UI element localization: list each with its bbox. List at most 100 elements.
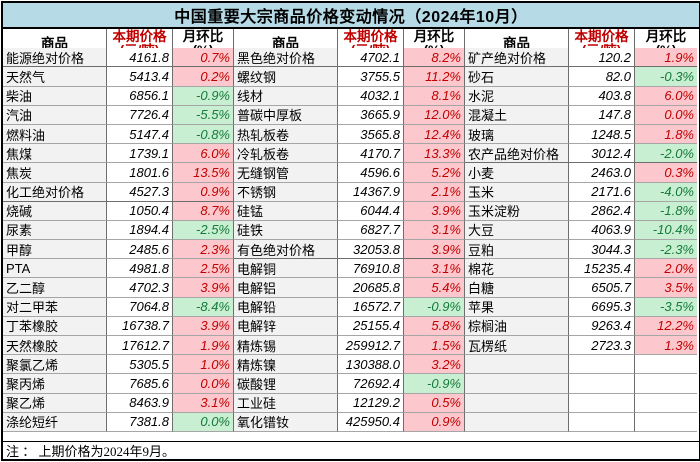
mom-cell: 1.9% <box>635 48 697 68</box>
commodity-cell: 精炼锡 <box>234 336 338 356</box>
mom-cell <box>635 355 697 375</box>
price-cell: 14367.9 <box>338 182 404 202</box>
commodity-cell: 有色绝对价格 <box>234 240 338 260</box>
mom-cell: 13.5% <box>173 163 234 183</box>
commodity-cell: 棕榈油 <box>465 316 569 336</box>
commodity-cell: 焦煤 <box>3 144 107 164</box>
commodity-cell: 砂石 <box>465 67 569 87</box>
commodity-cell: 玉米 <box>465 182 569 202</box>
mom-cell: 1.0% <box>173 355 234 375</box>
footnote: 注 ： 上期价格为2024年9月。 <box>3 441 699 459</box>
commodity-cell: 瓦楞纸 <box>465 336 569 356</box>
commodity-cell: 热轧板卷 <box>234 124 338 145</box>
price-cell: 7685.6 <box>107 374 173 394</box>
mom-cell: -2.0% <box>635 144 697 164</box>
price-cell: 4981.8 <box>107 259 173 279</box>
commodity-cell: 玻璃 <box>465 124 569 145</box>
commodity-cell: 大豆 <box>465 220 569 241</box>
mom-cell: 5.2% <box>404 163 465 183</box>
mom-cell: 3.9% <box>173 316 234 336</box>
price-cell: 76910.8 <box>338 259 404 279</box>
mom-cell: 2.0% <box>635 259 697 279</box>
price-cell: 2862.4 <box>569 201 635 221</box>
price-cell: 6827.7 <box>338 220 404 241</box>
mom-cell: 3.1% <box>404 220 465 241</box>
price-cell: 1894.4 <box>107 220 173 241</box>
price-cell: 8463.9 <box>107 393 173 413</box>
commodity-cell: 精炼镍 <box>234 355 338 375</box>
commodity-cell: 聚丙烯 <box>3 374 107 394</box>
mom-cell: 12.0% <box>404 105 465 125</box>
commodity-cell: 无缝钢管 <box>234 163 338 183</box>
mom-cell: 2.5% <box>173 259 234 279</box>
mom-cell: 6.0% <box>173 144 234 164</box>
commodity-cell: PTA <box>3 259 107 279</box>
mom-cell: -0.9% <box>404 297 465 317</box>
price-cell: 3012.4 <box>569 144 635 164</box>
mom-cell: -2.5% <box>173 220 234 241</box>
price-cell: 3565.8 <box>338 124 404 145</box>
price-cell: 20685.8 <box>338 278 404 298</box>
price-cell <box>569 412 635 432</box>
price-cell: 9263.4 <box>569 316 635 336</box>
price-cell: 12129.2 <box>338 393 404 413</box>
commodity-cell: 燃料油 <box>3 124 107 145</box>
mom-cell <box>635 374 697 394</box>
mom-cell: 3.1% <box>404 259 465 279</box>
commodity-cell: 氧化镨钕 <box>234 412 338 432</box>
mom-cell: -0.3% <box>635 67 697 87</box>
mom-cell: -3.5% <box>635 297 697 317</box>
mom-cell: 13.3% <box>404 144 465 164</box>
price-cell: 1248.5 <box>569 124 635 145</box>
price-cell: 5305.5 <box>107 355 173 375</box>
price-cell: 259912.7 <box>338 336 404 356</box>
mom-cell: 12.2% <box>635 316 697 336</box>
mom-cell: 3.9% <box>404 201 465 221</box>
mom-cell: 3.5% <box>635 278 697 298</box>
price-cell: 4527.3 <box>107 182 173 202</box>
mom-cell: 0.2% <box>173 67 234 87</box>
mom-cell: 0.0% <box>173 374 234 394</box>
commodity-cell: 烧碱 <box>3 201 107 221</box>
commodity-cell: 丁苯橡胶 <box>3 316 107 336</box>
table-title: 中国重要大宗商品价格变动情况（2024年10月） <box>3 3 699 29</box>
price-cell: 2171.6 <box>569 182 635 202</box>
price-cell: 4702.1 <box>338 48 404 68</box>
price-cell: 4170.7 <box>338 144 404 164</box>
mom-cell: -0.8% <box>173 124 234 145</box>
mom-cell: 5.4% <box>404 278 465 298</box>
mom-cell: 1.9% <box>173 336 234 356</box>
price-cell: 15235.4 <box>569 259 635 279</box>
price-cell <box>569 355 635 375</box>
price-cell: 147.8 <box>569 105 635 125</box>
price-cell: 5413.4 <box>107 67 173 87</box>
mom-cell: 0.3% <box>635 163 697 183</box>
price-cell: 72692.4 <box>338 374 404 394</box>
mom-cell: -2.3% <box>635 240 697 260</box>
price-cell: 25155.4 <box>338 316 404 336</box>
price-cell: 82.0 <box>569 67 635 87</box>
price-cell <box>569 374 635 394</box>
commodity-cell: 白糖 <box>465 278 569 298</box>
commodity-cell: 汽油 <box>3 105 107 125</box>
mom-cell: 1.8% <box>635 124 697 145</box>
commodity-cell: 电解铜 <box>234 259 338 279</box>
table-grid: 商品本期价格(元/吨)月环比(%)商品本期价格(元/吨)月环比(%)商品本期价格… <box>3 29 699 441</box>
commodity-cell: 不锈钢 <box>234 182 338 202</box>
mom-cell: -0.9% <box>173 86 234 106</box>
price-cell: 7381.8 <box>107 412 173 432</box>
mom-cell: 12.4% <box>404 124 465 145</box>
mom-cell <box>635 412 697 432</box>
price-cell: 403.8 <box>569 86 635 106</box>
commodity-cell: 电解铝 <box>234 278 338 298</box>
mom-cell: 1.5% <box>404 336 465 356</box>
commodity-cell: 冷轧板卷 <box>234 144 338 164</box>
mom-cell: 2.1% <box>404 182 465 202</box>
commodity-cell: 天然气 <box>3 67 107 87</box>
price-cell: 4063.9 <box>569 220 635 241</box>
mom-cell: 8.2% <box>404 48 465 68</box>
commodity-cell: 工业硅 <box>234 393 338 413</box>
commodity-cell: 玉米淀粉 <box>465 201 569 221</box>
price-cell: 17612.7 <box>107 336 173 356</box>
